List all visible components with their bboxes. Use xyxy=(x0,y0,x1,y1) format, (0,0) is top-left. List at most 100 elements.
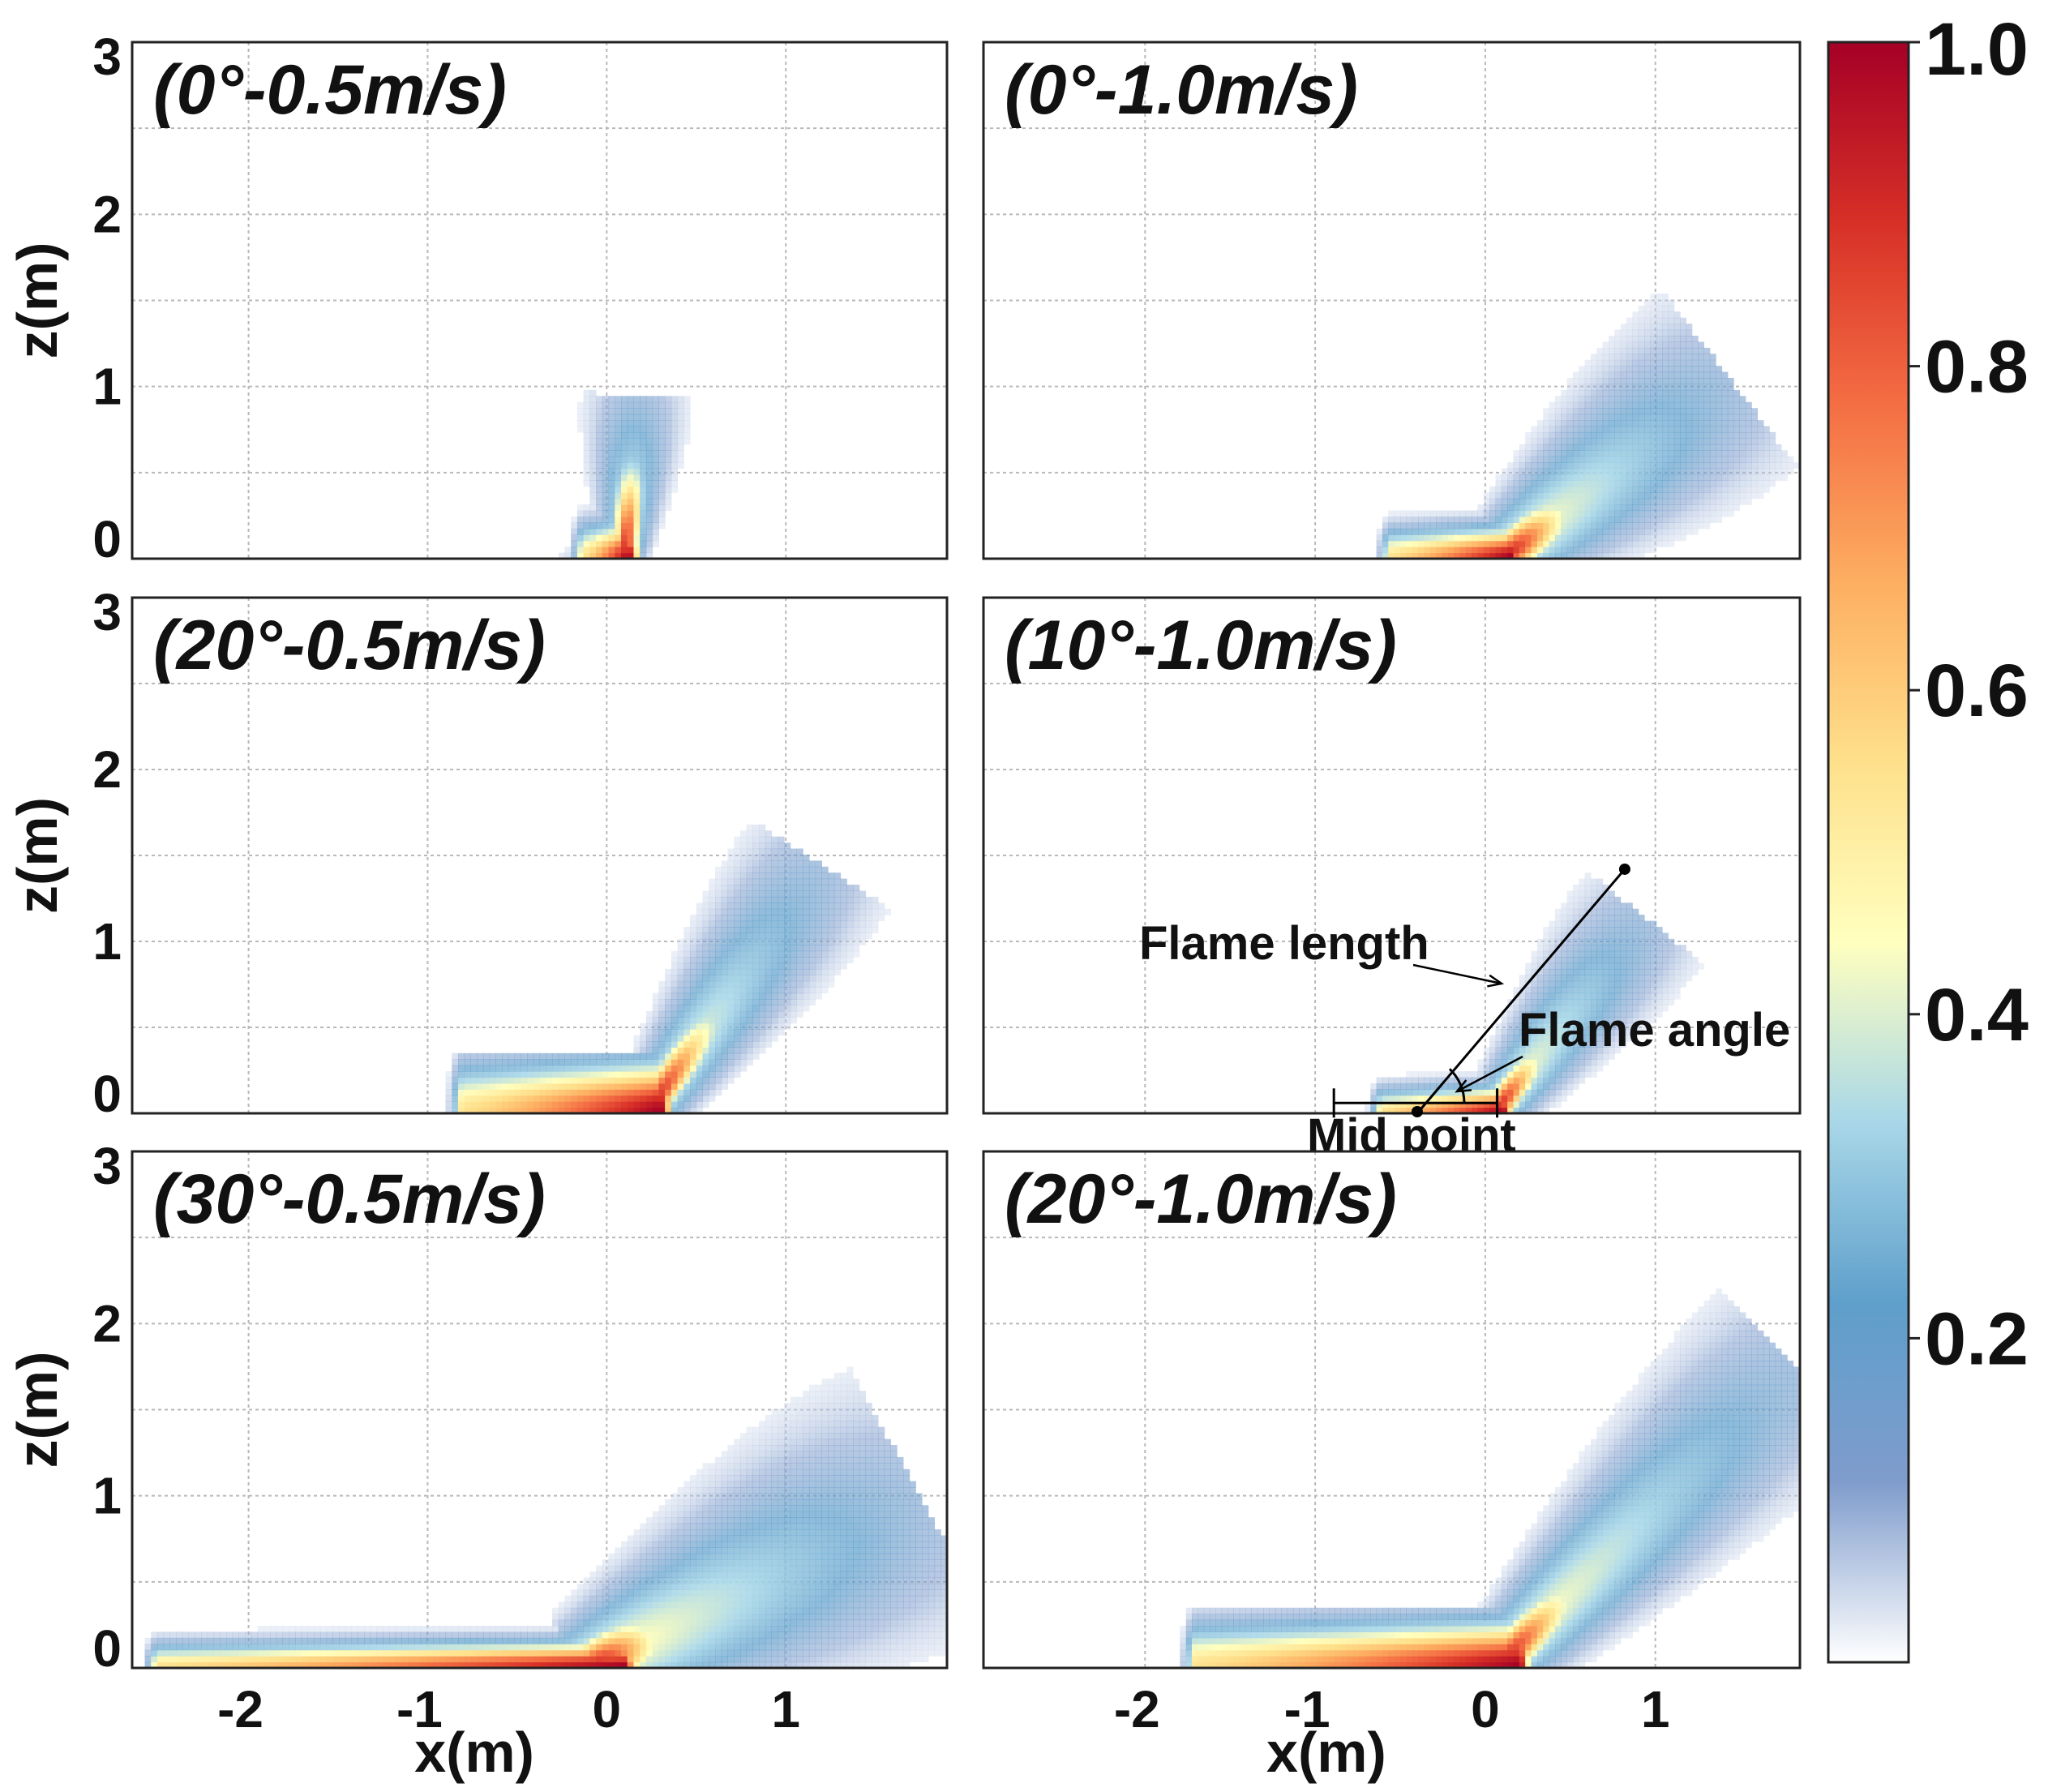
heat-cell xyxy=(709,908,716,915)
heat-cell xyxy=(589,1071,597,1078)
heat-cell xyxy=(1489,1052,1496,1060)
heat-cell xyxy=(759,848,766,855)
heat-cell xyxy=(1424,1077,1431,1084)
heat-cell xyxy=(608,1571,615,1579)
heat-cell xyxy=(602,1065,610,1072)
heat-cell xyxy=(652,444,659,451)
heat-cell xyxy=(508,1052,516,1060)
heat-cell xyxy=(546,1626,553,1632)
heat-cell xyxy=(640,1601,647,1609)
heat-cell xyxy=(589,1661,597,1668)
heat-cell xyxy=(690,1017,697,1024)
heat-cell xyxy=(759,957,766,964)
heat-cell xyxy=(1549,528,1556,535)
heat-cell xyxy=(1442,540,1449,547)
heat-cell xyxy=(546,1631,553,1639)
heat-cell xyxy=(715,975,722,982)
heat-cell xyxy=(1591,987,1597,994)
heat-cell xyxy=(1650,317,1657,324)
heat-cell xyxy=(301,1644,308,1651)
heat-cell xyxy=(1566,474,1574,481)
heat-cell xyxy=(615,420,622,427)
axes-frame xyxy=(131,41,949,560)
heat-cell xyxy=(702,1035,709,1042)
heat-cell xyxy=(1579,378,1586,384)
heat-cell xyxy=(808,866,816,873)
heat-cell xyxy=(1507,517,1515,523)
heat-cell xyxy=(1673,980,1681,988)
heat-cell xyxy=(821,927,829,933)
heat-cell xyxy=(1703,456,1711,463)
heat-cell xyxy=(1519,444,1526,451)
heat-cell xyxy=(615,414,622,421)
heat-cell xyxy=(615,1571,622,1579)
heat-cell xyxy=(1513,552,1520,559)
heat-cell xyxy=(752,842,760,850)
heat-cell xyxy=(790,992,797,1000)
heat-cell xyxy=(1644,347,1651,354)
heat-cell xyxy=(1513,480,1520,487)
heat-cell xyxy=(715,1041,722,1048)
heat-cell xyxy=(608,401,615,409)
heat-cell xyxy=(1561,389,1568,397)
heat-cell xyxy=(640,1595,647,1602)
heat-cell xyxy=(790,945,797,952)
heat-cell xyxy=(853,885,860,891)
heat-cell xyxy=(1716,492,1723,499)
heat-cell xyxy=(846,896,854,903)
heat-cell xyxy=(715,945,722,952)
heat-cell xyxy=(558,1661,565,1668)
heat-cell xyxy=(746,927,753,933)
heat-cell xyxy=(1620,915,1627,922)
heat-cell xyxy=(746,915,753,922)
heat-cell xyxy=(1626,317,1633,324)
heat-cell xyxy=(1436,547,1442,554)
heat-cell xyxy=(739,938,748,945)
heat-cell xyxy=(1549,1082,1556,1090)
heat-cell xyxy=(583,1619,590,1627)
heat-cell xyxy=(1686,426,1693,433)
heat-cell xyxy=(364,1644,371,1651)
heat-cell xyxy=(1698,486,1704,493)
heat-cell xyxy=(608,456,615,463)
heat-cell xyxy=(1436,522,1442,529)
heat-cell xyxy=(1591,528,1597,535)
heat-cell xyxy=(1716,450,1723,457)
heat-cell xyxy=(1561,401,1568,409)
heat-cell xyxy=(808,975,816,982)
heat-cell xyxy=(1626,522,1633,529)
heat-cell xyxy=(765,915,773,922)
heat-cell xyxy=(464,1065,471,1072)
heat-cell xyxy=(821,890,829,898)
heat-cell xyxy=(734,860,741,868)
heat-cell xyxy=(739,915,748,922)
heat-cell xyxy=(583,504,590,512)
heat-cell xyxy=(808,992,816,1000)
heat-cell xyxy=(633,1047,641,1054)
heat-cell xyxy=(1536,1017,1544,1024)
heat-cell xyxy=(1620,498,1627,505)
heat-cell xyxy=(615,522,622,529)
heat-cell xyxy=(1507,498,1515,505)
heat-cell xyxy=(1656,504,1663,512)
heat-cell xyxy=(1566,980,1574,988)
heat-cell xyxy=(1561,992,1568,1000)
heat-cell xyxy=(784,1010,791,1018)
heat-cell xyxy=(1561,486,1568,493)
heat-cell xyxy=(1579,534,1586,542)
heat-cell xyxy=(401,1637,409,1644)
heat-cell xyxy=(1632,908,1639,915)
heat-cell xyxy=(1531,1095,1538,1102)
heat-cell xyxy=(1609,517,1615,523)
heat-cell xyxy=(645,468,653,475)
heat-cell xyxy=(539,1649,546,1657)
heat-cell xyxy=(546,1052,553,1060)
heat-cell xyxy=(702,1059,709,1066)
heat-cell xyxy=(182,1649,190,1657)
heat-cell xyxy=(815,872,822,880)
heat-cell xyxy=(1495,1077,1502,1084)
heat-cell xyxy=(558,1077,565,1084)
heat-cell xyxy=(558,1059,565,1066)
heat-cell xyxy=(1561,480,1568,487)
heat-cell xyxy=(739,987,748,994)
